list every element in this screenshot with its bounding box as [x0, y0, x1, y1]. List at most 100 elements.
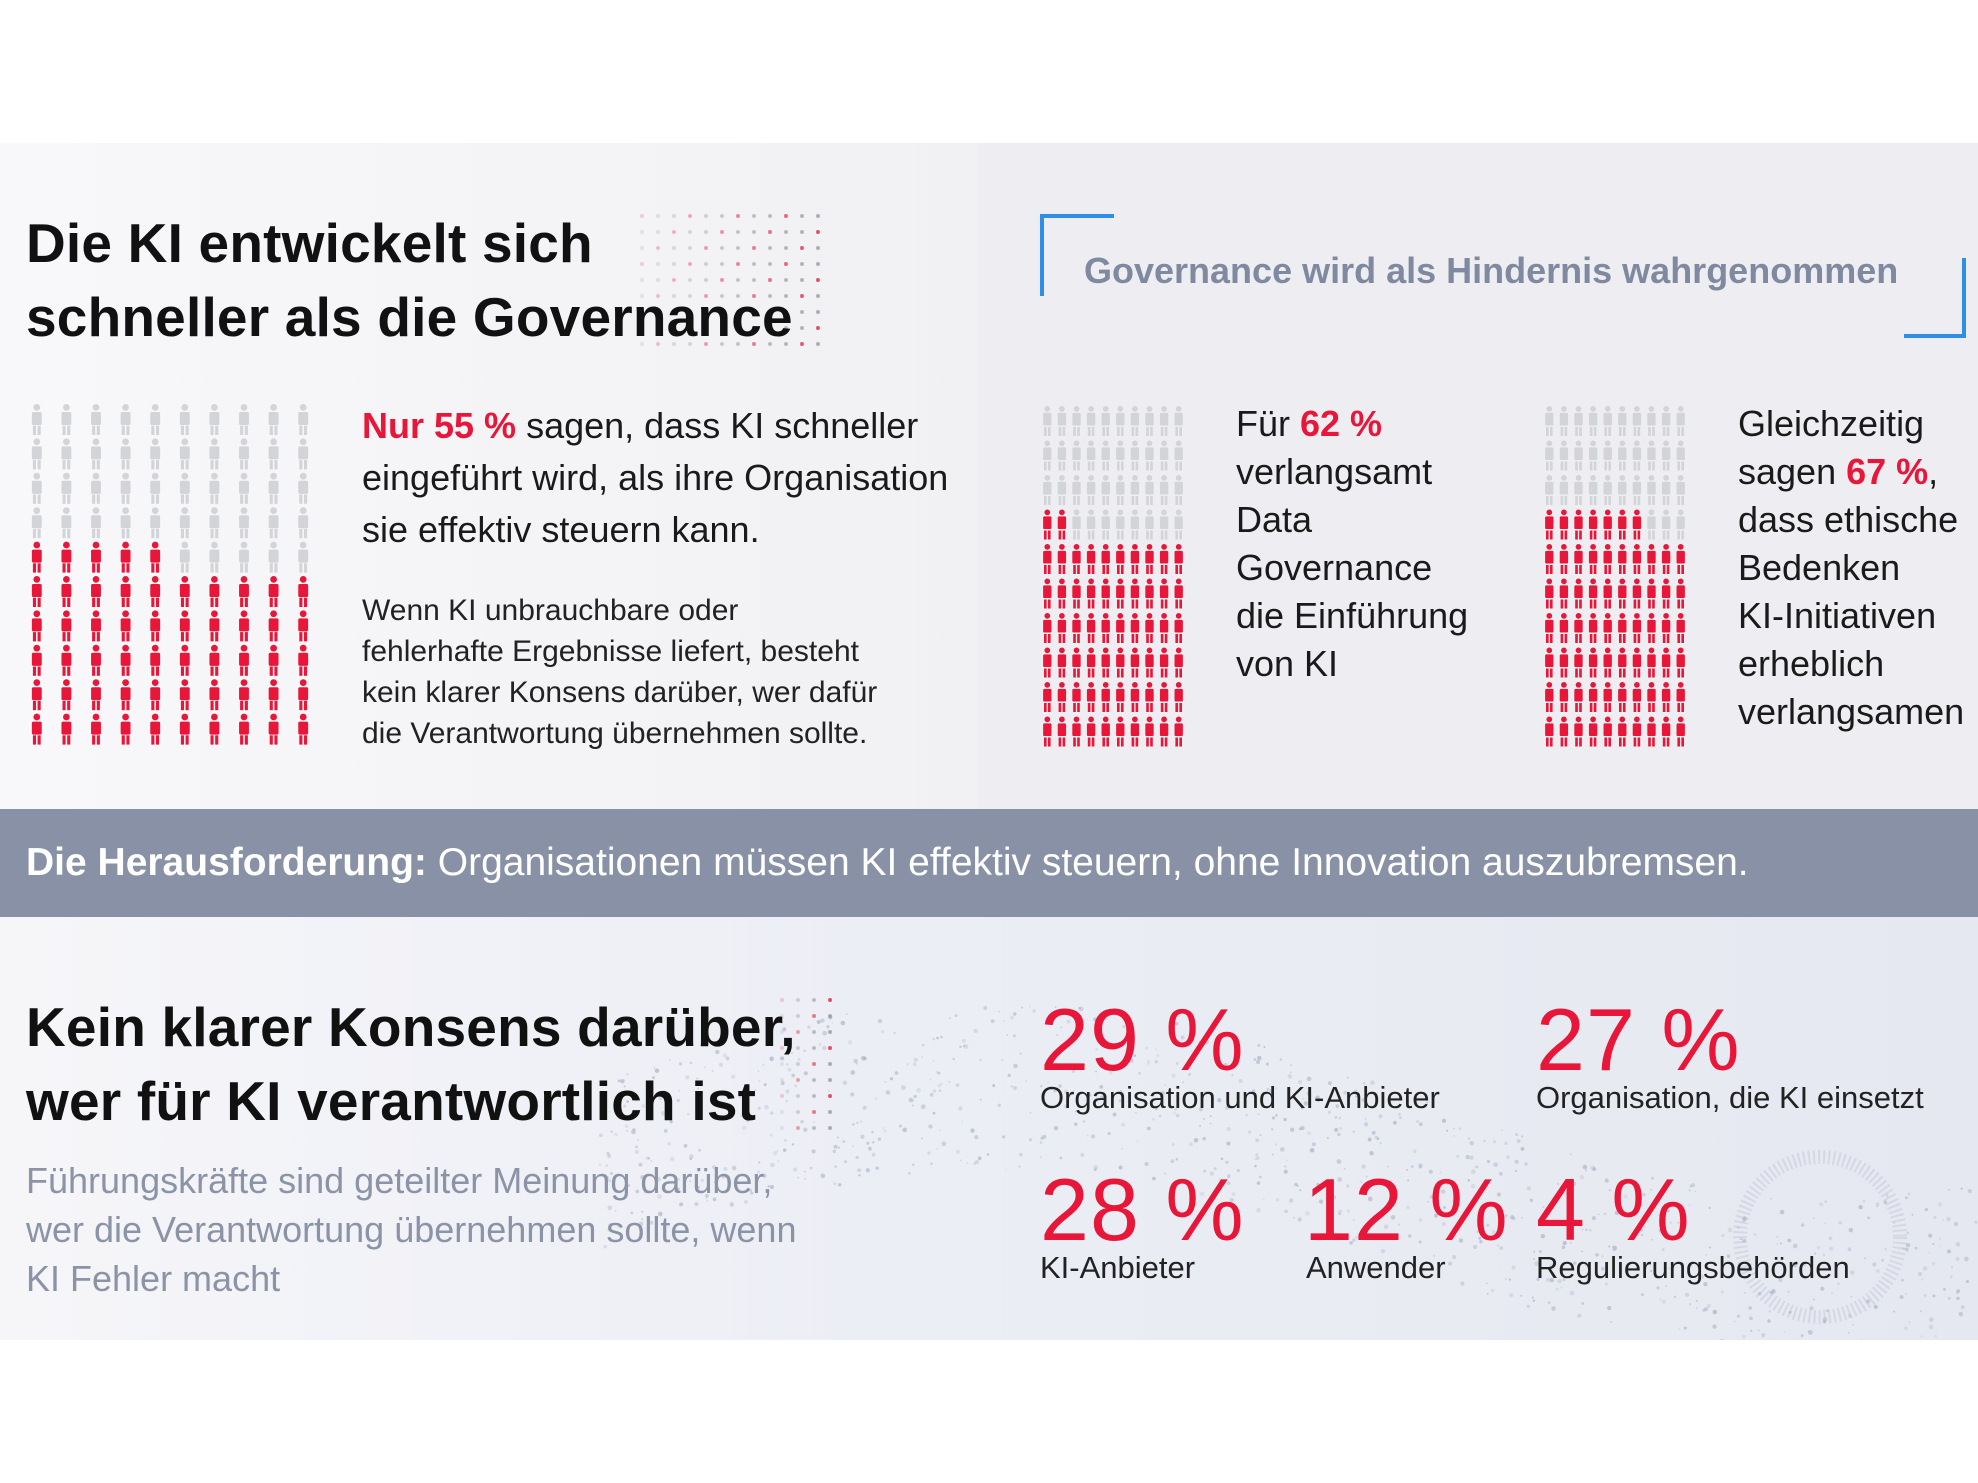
wave-particle	[1337, 1132, 1341, 1137]
wave-particle	[1300, 1126, 1305, 1131]
wave-particle	[1496, 1244, 1500, 1247]
wave-particle	[1571, 1181, 1577, 1186]
wave-particle	[860, 1134, 865, 1139]
wave-particle	[932, 1037, 936, 1041]
person-icon	[1116, 578, 1125, 609]
wave-particle	[1742, 1216, 1747, 1221]
person-icon	[1647, 475, 1656, 505]
wave-particle	[803, 1049, 806, 1053]
section1-title-line: Die KI entwickelt sich	[26, 212, 593, 274]
decorative-dot	[640, 294, 644, 298]
wave-particle	[620, 1079, 625, 1084]
wave-particle	[1346, 1209, 1350, 1213]
wave-particle	[1470, 1184, 1476, 1189]
wave-particle	[1284, 1165, 1287, 1168]
person-icon	[31, 576, 42, 607]
wave-particle	[954, 1014, 958, 1017]
wave-particle	[1253, 1058, 1257, 1061]
decorative-dot	[780, 1030, 784, 1034]
decorative-dot	[828, 1078, 832, 1082]
wave-particle	[1526, 1186, 1531, 1191]
wave-particle	[676, 1098, 680, 1103]
wave-particle	[1019, 1153, 1023, 1157]
decorative-dot	[768, 278, 772, 282]
wave-particle	[1659, 1298, 1662, 1301]
wave-particle	[1146, 1060, 1151, 1064]
wave-particle	[1378, 1114, 1383, 1119]
wave-particle	[1316, 1182, 1320, 1187]
wave-particle	[649, 1097, 654, 1102]
wave-particle	[842, 1140, 846, 1143]
wave-particle	[1828, 1236, 1833, 1241]
decorative-dot	[780, 1046, 784, 1050]
wave-particle	[1024, 1079, 1028, 1083]
wave-particle	[1695, 1307, 1698, 1310]
wave-particle	[932, 1060, 935, 1063]
person-icon	[179, 610, 190, 642]
wave-particle	[1269, 1089, 1274, 1094]
wave-particle	[1703, 1281, 1708, 1287]
person-icon	[61, 610, 72, 642]
wave-particle	[718, 1062, 723, 1067]
wave-particle	[1514, 1169, 1517, 1173]
wave-particle	[677, 1178, 680, 1181]
decorative-dot	[812, 1062, 816, 1066]
wave-particle	[855, 1062, 858, 1065]
wave-particle	[1911, 1213, 1914, 1216]
wave-particle	[932, 1111, 936, 1115]
wave-particle	[1010, 1015, 1014, 1020]
decorative-dot	[800, 326, 804, 330]
decorative-dot	[796, 1014, 800, 1018]
wave-particle	[769, 1133, 773, 1137]
wave-particle	[1309, 1147, 1315, 1153]
wave-particle	[1688, 1189, 1691, 1192]
person-icon	[179, 438, 190, 470]
wave-particle	[1938, 1245, 1941, 1247]
person-icon	[1574, 682, 1583, 712]
wave-particle	[1018, 1165, 1021, 1168]
wave-particle	[912, 1062, 917, 1067]
wave-particle	[1050, 1088, 1053, 1090]
wave-particle	[1667, 1209, 1670, 1213]
person-icon	[120, 507, 131, 539]
person-icon	[1661, 509, 1671, 540]
wave-particle	[1702, 1308, 1706, 1312]
wave-particle	[1931, 1261, 1936, 1266]
wave-particle	[1145, 1046, 1148, 1050]
wave-particle	[1146, 1126, 1151, 1131]
person-icon	[1145, 406, 1154, 436]
stat-55-percent: Nur 55 %	[362, 405, 517, 446]
wave-particle	[804, 1178, 806, 1180]
wave-particle	[1426, 1101, 1429, 1104]
decorative-dot	[720, 230, 724, 234]
wave-particle	[1063, 1089, 1069, 1095]
wave-particle	[1547, 1301, 1551, 1305]
wave-particle	[1078, 1006, 1081, 1010]
person-icon	[1632, 509, 1642, 540]
wave-particle	[785, 1089, 790, 1094]
person-icon	[1130, 647, 1140, 678]
wave-particle	[1864, 1257, 1867, 1260]
wave-particle	[1531, 1296, 1534, 1299]
wave-particle	[845, 1013, 848, 1016]
wave-particle	[1053, 1125, 1059, 1131]
wave-particle	[1164, 1083, 1167, 1086]
decorative-dot	[688, 278, 692, 282]
person-icon	[91, 713, 101, 745]
person-icon	[61, 541, 72, 573]
person-icon	[1043, 475, 1052, 505]
wave-particle	[746, 1119, 750, 1123]
wave-particle	[1032, 1009, 1037, 1013]
wave-particle	[1924, 1208, 1928, 1212]
wave-particle	[1788, 1310, 1792, 1314]
wave-particle	[1231, 1192, 1236, 1196]
wave-particle	[1591, 1215, 1597, 1221]
wave-particle	[1520, 1147, 1525, 1151]
wave-particle	[1742, 1238, 1747, 1243]
wave-particle	[780, 1056, 785, 1061]
wave-particle	[1365, 1175, 1368, 1178]
wave-particle	[1095, 1048, 1098, 1051]
wave-particle	[1074, 1110, 1077, 1113]
wave-particle	[1812, 1217, 1815, 1220]
wave-particle	[1824, 1200, 1827, 1203]
